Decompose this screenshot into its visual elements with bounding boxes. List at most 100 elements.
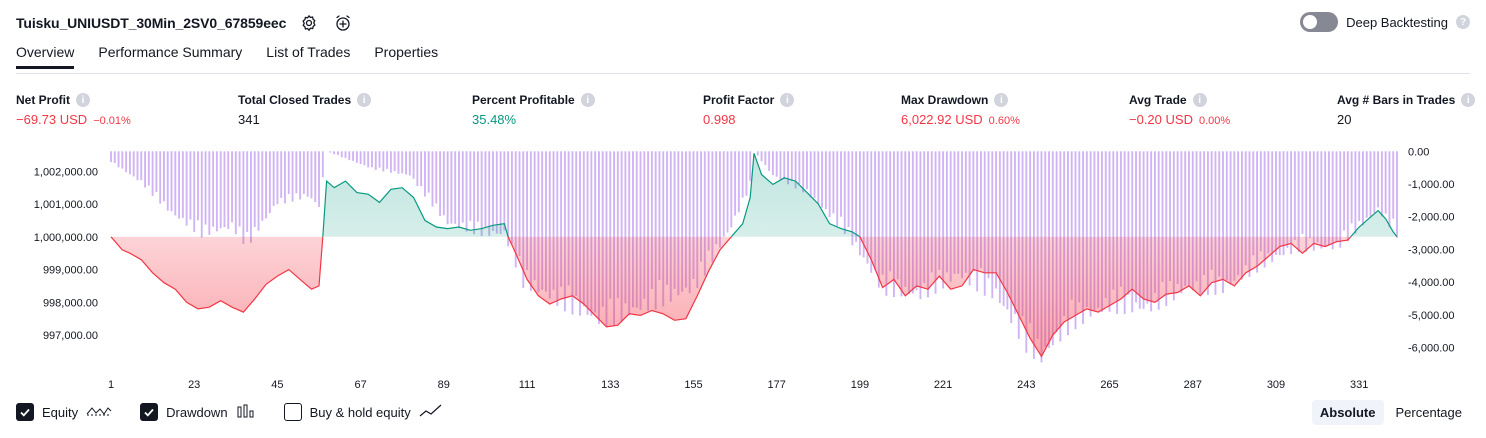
- drawdown-bar: [616, 151, 619, 299]
- drawdown-bar: [113, 151, 116, 163]
- info-icon[interactable]: i: [580, 93, 595, 107]
- drawdown-bar: [806, 151, 808, 190]
- metric-value-text: 0.998: [703, 112, 736, 127]
- metric-value: 35.48%: [472, 112, 595, 127]
- drawdown-bar: [760, 151, 763, 162]
- drawdown-bar: [1119, 151, 1122, 287]
- tab-overview[interactable]: Overview: [16, 44, 75, 69]
- drawdown-bar: [136, 151, 139, 181]
- drawdown-bar: [250, 151, 252, 243]
- tab-divider: [16, 73, 1470, 74]
- deep-backtesting-label: Deep Backtesting: [1346, 14, 1448, 30]
- drawdown-bar: [1078, 151, 1081, 303]
- metric-value: 20: [1337, 112, 1475, 127]
- drawdown-bar: [151, 151, 154, 196]
- metric-avg-bars-in-trades: Avg # Bars in Trades i 20: [1337, 93, 1476, 127]
- mode-percentage[interactable]: Percentage: [1395, 405, 1463, 420]
- metric-percent: 0.60%: [988, 115, 1020, 127]
- question-mark-icon[interactable]: ?: [1456, 15, 1470, 29]
- drawdown-bar: [715, 151, 718, 245]
- drawdown-bar: [556, 151, 559, 306]
- drawdown-bar: [673, 151, 676, 289]
- legend-label: Drawdown: [166, 404, 228, 420]
- drawdown-bar: [1165, 151, 1168, 306]
- drawdown-bar: [132, 151, 135, 177]
- drawdown-bar: [121, 151, 124, 169]
- drawdown-bar: [1343, 151, 1345, 231]
- metric-avg-trade: Avg Trade i −0.20 USD 0.00%: [1129, 93, 1230, 127]
- bar-chart-icon: [236, 404, 256, 421]
- drawdown-bar: [964, 151, 967, 273]
- metric-value: −69.73 USD −0.01%: [16, 112, 131, 127]
- checkbox[interactable]: [140, 403, 159, 421]
- drawdown-bar: [643, 151, 646, 299]
- tab-bar: Overview Performance Summary List of Trade…: [16, 44, 438, 69]
- drawdown-bar: [586, 151, 589, 315]
- y-axis-right: 0.00 -1,000.00 -2,000.00 -3,000.00 -4,000.00…: [1408, 146, 1454, 354]
- drawdown-bar: [378, 151, 381, 168]
- drawdown-bar: [337, 151, 339, 156]
- drawdown-bar: [1157, 151, 1160, 310]
- drawdown-bar: [972, 151, 975, 271]
- drawdown-bar: [942, 151, 945, 289]
- info-icon[interactable]: i: [994, 93, 1009, 107]
- checkbox[interactable]: [16, 403, 34, 421]
- equity-line-profit: [110, 153, 1398, 237]
- info-icon[interactable]: i: [357, 93, 372, 107]
- drawdown-bar: [163, 151, 165, 202]
- drawdown-bar: [594, 151, 597, 313]
- drawdown-bar: [987, 151, 990, 279]
- drawdown-bar: [480, 151, 483, 237]
- drawdown-bar: [185, 151, 188, 226]
- drawdown-bar: [703, 151, 706, 276]
- alarm-clock-plus-icon[interactable]: [332, 12, 354, 34]
- drawdown-bar: [125, 151, 128, 173]
- drawdown-bar: [885, 151, 888, 296]
- drawdown-bar: [1021, 151, 1024, 317]
- metric-percent-profitable: Percent Profitable i 35.48%: [472, 93, 595, 127]
- mode-absolute[interactable]: Absolute: [1311, 400, 1384, 425]
- drawdown-bar: [272, 151, 275, 206]
- metric-profit-factor: Profit Factor i 0.998: [703, 93, 795, 127]
- drawdown-bar: [662, 151, 665, 307]
- drawdown-bar: [329, 151, 332, 153]
- drawdown-bar: [159, 151, 162, 204]
- drawdown-bar: [435, 151, 438, 204]
- drawdown-bar: [938, 151, 941, 270]
- gear-icon[interactable]: [298, 12, 320, 34]
- x-tick-label: 155: [684, 379, 702, 391]
- drawdown-bar: [1233, 151, 1236, 281]
- y-right-tick-label: -5,000.00: [1408, 310, 1454, 322]
- drawdown-bar: [650, 151, 653, 290]
- legend-equity[interactable]: Equity: [16, 403, 112, 421]
- drawdown-bar: [711, 151, 714, 263]
- drawdown-bar: [492, 151, 494, 231]
- y-right-tick-label: 0.00: [1408, 146, 1429, 158]
- drawdown-bar: [238, 151, 241, 227]
- drawdown-bar: [563, 151, 566, 312]
- legend-buy-hold-equity[interactable]: Buy & hold equity: [283, 403, 443, 421]
- info-icon[interactable]: i: [1192, 93, 1207, 107]
- checkbox[interactable]: [283, 403, 302, 421]
- tab-performance-summary[interactable]: Performance Summary: [98, 44, 243, 60]
- drawdown-bar: [1108, 151, 1111, 312]
- x-tick-label: 199: [851, 379, 869, 391]
- info-icon[interactable]: i: [76, 93, 90, 107]
- drawdown-bar: [442, 151, 445, 216]
- info-icon[interactable]: i: [1461, 93, 1476, 107]
- drawdown-bar: [469, 151, 472, 221]
- deep-backtesting-toggle[interactable]: [1300, 12, 1339, 32]
- legend-drawdown[interactable]: Drawdown: [140, 403, 255, 421]
- info-icon[interactable]: i: [780, 93, 795, 107]
- drawdown-bar: [1384, 151, 1387, 214]
- tab-list-of-trades[interactable]: List of Trades: [266, 44, 351, 60]
- drawdown-bar: [768, 151, 771, 171]
- drawdown-bar: [601, 151, 604, 307]
- metric-label: Max Drawdown i: [901, 93, 1020, 107]
- strategy-title: Tuisku_UNIUSDT_30Min_2SV0_67859eec: [16, 15, 287, 31]
- drawdown-bar: [684, 151, 687, 288]
- drawdown-bar: [654, 151, 657, 310]
- drawdown-bar: [170, 151, 173, 212]
- drawdown-bar: [1195, 151, 1198, 282]
- tab-properties[interactable]: Properties: [374, 44, 439, 60]
